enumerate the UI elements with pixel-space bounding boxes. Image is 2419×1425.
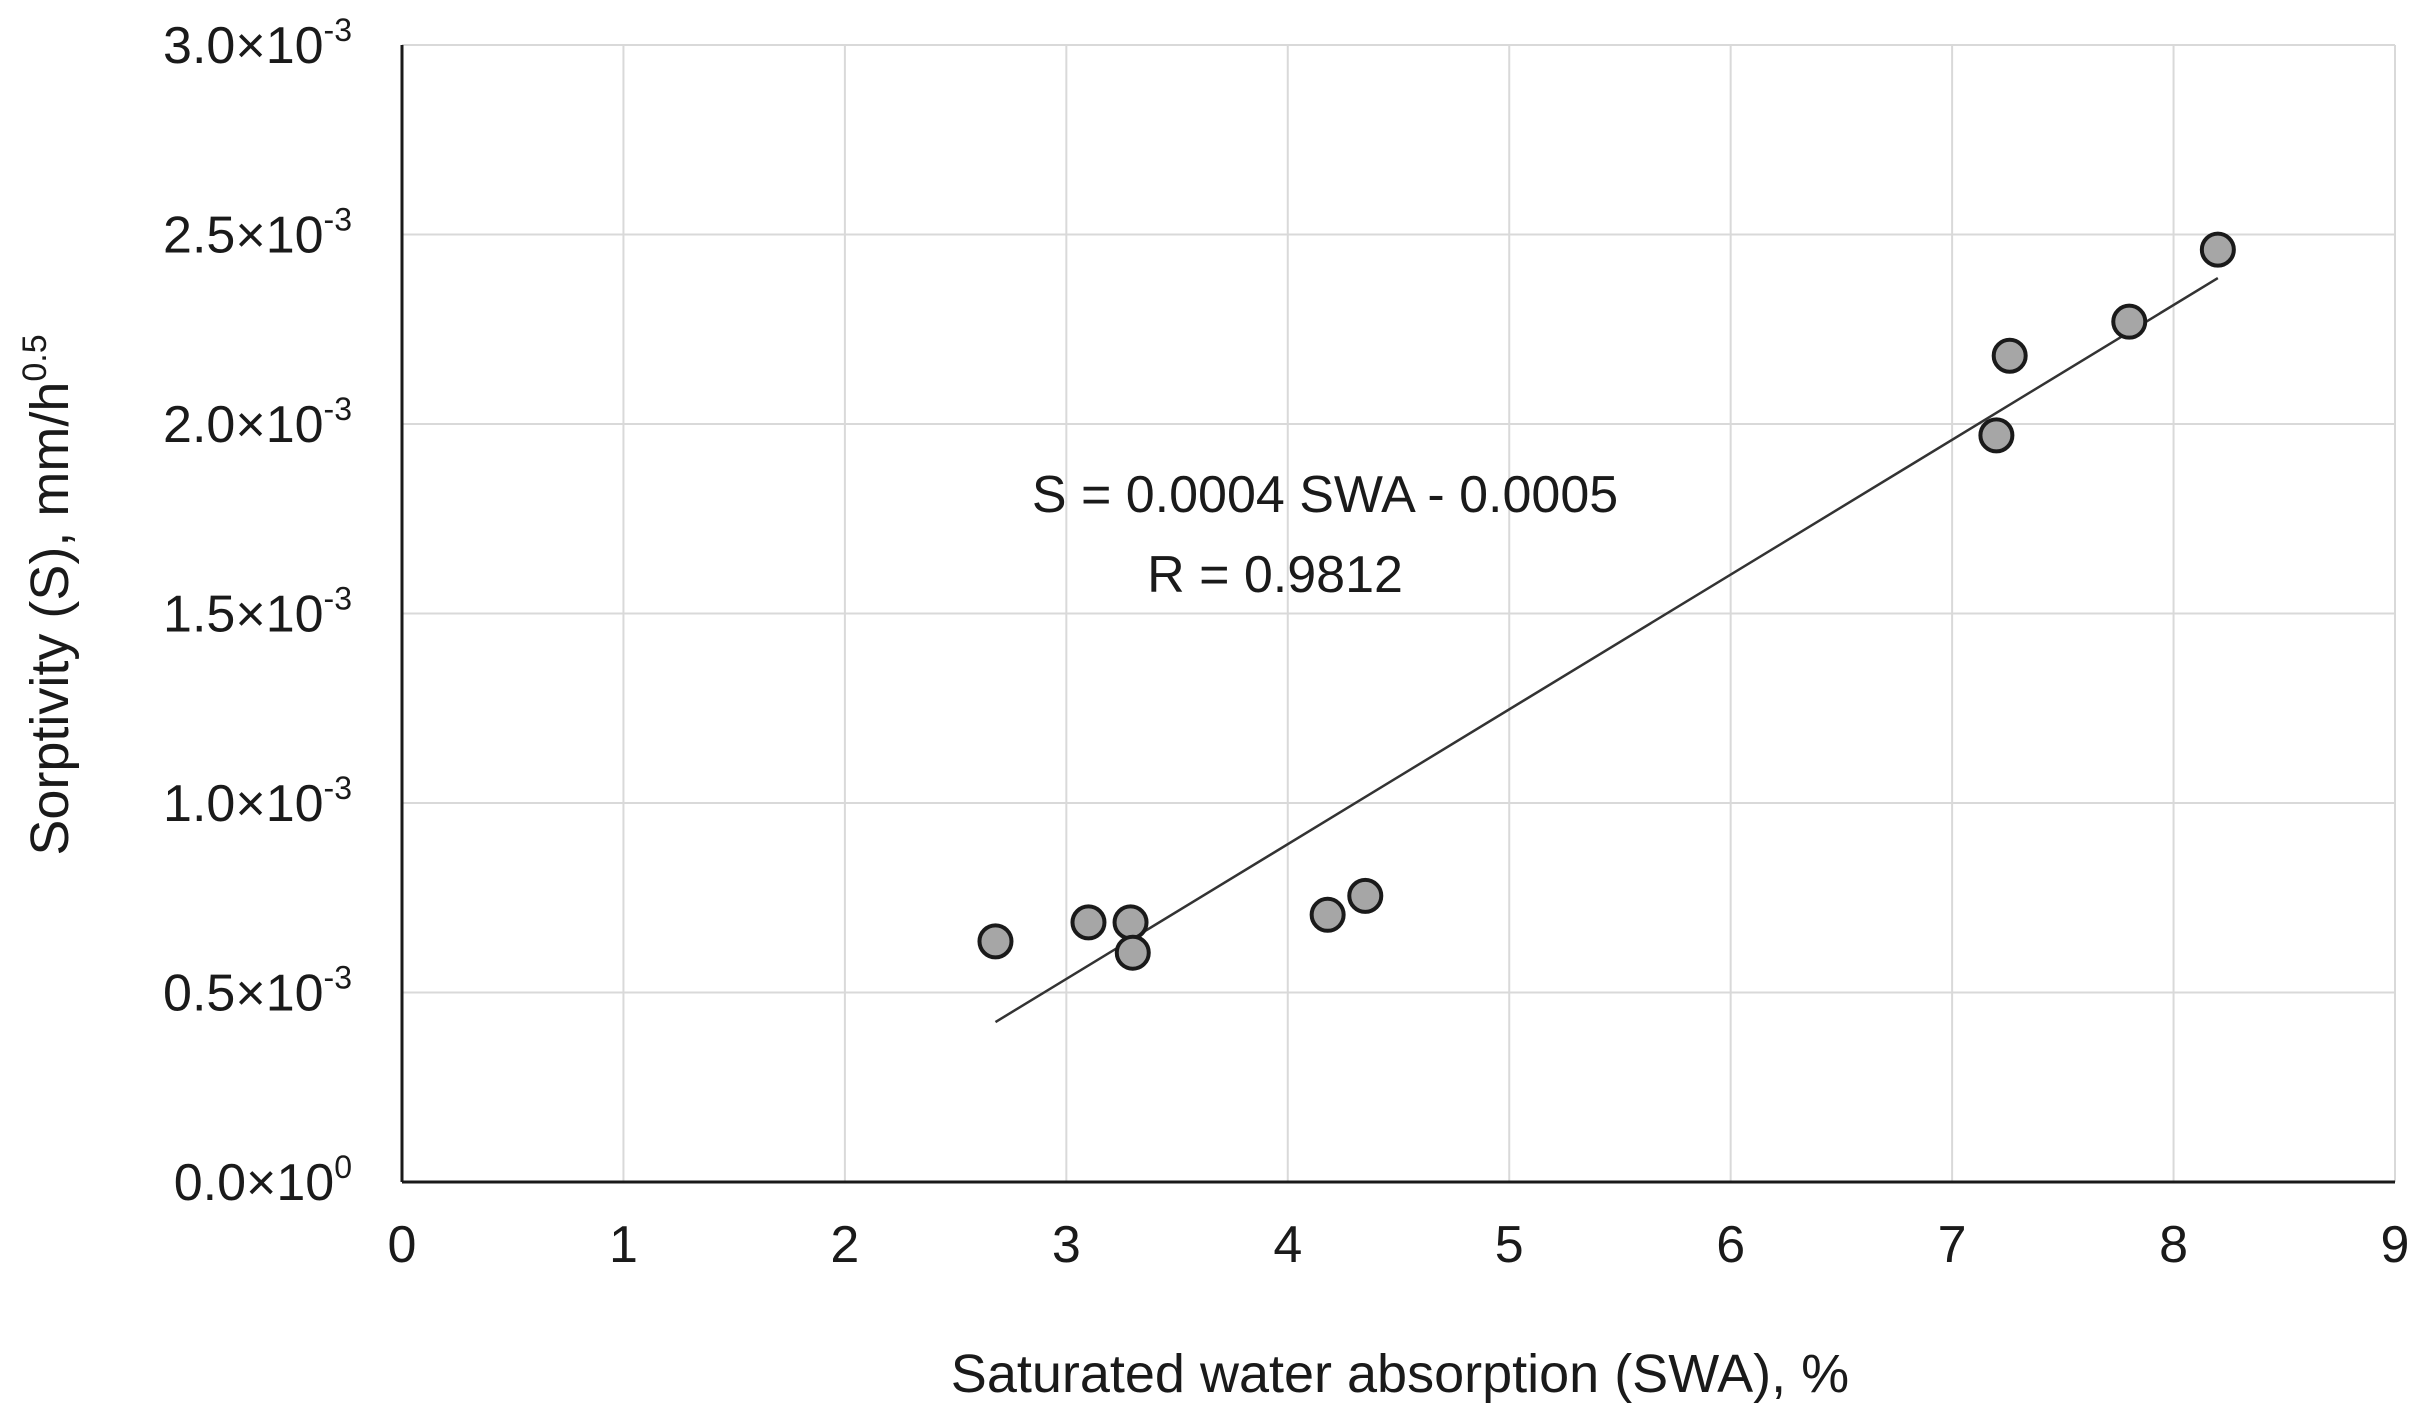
x-tick-label: 0 bbox=[388, 1216, 417, 1274]
data-point bbox=[1070, 904, 1107, 941]
x-tick-label: 2 bbox=[830, 1216, 859, 1274]
x-tick-label: 3 bbox=[1052, 1216, 1081, 1274]
x-tick-label: 7 bbox=[1938, 1216, 1967, 1274]
data-point bbox=[1114, 934, 1151, 971]
y-tick-label: 0.5×10-3 bbox=[163, 960, 352, 1023]
y-tick-exponent: -3 bbox=[324, 391, 352, 427]
grid-layer bbox=[402, 44, 2396, 1182]
trendline-layer bbox=[994, 277, 2219, 1024]
axis-layer bbox=[400, 45, 2395, 1184]
correlation-value: R = 0.9812 bbox=[1147, 546, 1403, 604]
y-tick-exponent: -3 bbox=[324, 960, 352, 996]
y-tick-label: 0.0×100 bbox=[174, 1149, 352, 1212]
regression-equation: S = 0.0004 SWA - 0.0005 bbox=[1032, 466, 1618, 524]
x-tick-label: 1 bbox=[609, 1216, 638, 1274]
data-point bbox=[1112, 904, 1149, 941]
data-point bbox=[1978, 417, 2015, 454]
data-point bbox=[2199, 231, 2236, 268]
y-tick-exponent: 0 bbox=[334, 1149, 352, 1185]
x-tick-label: 5 bbox=[1495, 1216, 1524, 1274]
y-tick-exponent: -3 bbox=[324, 770, 352, 806]
x-tick-label: 4 bbox=[1273, 1216, 1302, 1274]
annotation-layer: S = 0.0004 SWA - 0.0005 R = 0.9812 bbox=[1032, 466, 1618, 604]
y-tick-label: 2.0×10-3 bbox=[163, 391, 352, 454]
y-axis-title-exponent: 0.5 bbox=[16, 334, 54, 381]
y-tick-label: 3.0×10-3 bbox=[163, 12, 352, 75]
x-tick-label: 9 bbox=[2381, 1216, 2410, 1274]
axis-titles: Saturated water absorption (SWA), % Sorp… bbox=[16, 334, 1849, 1404]
data-points bbox=[977, 231, 2236, 971]
linear-trendline bbox=[994, 277, 2219, 1024]
data-point bbox=[1991, 337, 2028, 374]
y-tick-label: 2.5×10-3 bbox=[163, 202, 352, 265]
data-point bbox=[977, 923, 1014, 960]
x-axis-title: Saturated water absorption (SWA), % bbox=[951, 1344, 1849, 1404]
y-tick-label: 1.5×10-3 bbox=[163, 581, 352, 644]
data-point bbox=[1309, 896, 1346, 933]
y-tick-exponent: -3 bbox=[324, 12, 352, 48]
y-tick-label: 1.0×10-3 bbox=[163, 770, 352, 833]
y-axis-title: Sorptivity (S), mm/h0.5 bbox=[16, 334, 80, 855]
data-point bbox=[1347, 877, 1384, 914]
data-point bbox=[2111, 303, 2148, 340]
y-axis-title-text: Sorptivity (S), mm/h bbox=[20, 382, 80, 856]
x-tick-label: 8 bbox=[2159, 1216, 2188, 1274]
tick-labels: 0 1 2 3 4 5 6 7 8 9 0.0×100 0.5×10-3 1.0×10-3 1.5×10-… bbox=[163, 12, 2409, 1274]
x-tick-label: 6 bbox=[1716, 1216, 1745, 1274]
y-tick-exponent: -3 bbox=[324, 202, 352, 238]
y-tick-exponent: -3 bbox=[324, 581, 352, 617]
